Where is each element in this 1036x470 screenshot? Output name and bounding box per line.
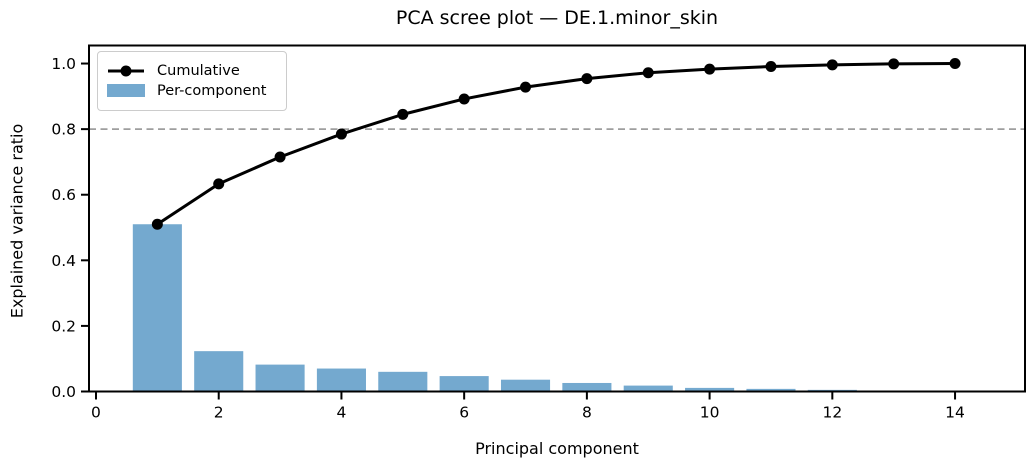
legend: Cumulative Per-component bbox=[97, 51, 287, 111]
x-tick-label: 0 bbox=[91, 404, 101, 422]
y-tick-label: 0.8 bbox=[51, 121, 76, 139]
bar-component-11 bbox=[746, 388, 796, 392]
legend-label-cumulative: Cumulative bbox=[157, 63, 240, 79]
bar-component-8 bbox=[562, 382, 612, 392]
data-point-marker-7 bbox=[520, 81, 532, 93]
bar-component-3 bbox=[255, 364, 305, 392]
data-point-marker-6 bbox=[458, 93, 470, 105]
legend-item-per-component: Per-component bbox=[107, 82, 286, 99]
y-tick-label: 0.6 bbox=[51, 186, 76, 204]
bar-component-5 bbox=[378, 371, 428, 392]
x-tick-label: 2 bbox=[214, 404, 224, 422]
cumulative-line bbox=[156, 62, 956, 226]
y-tick-label: 0.2 bbox=[51, 317, 76, 335]
legend-line-marker-sample bbox=[108, 65, 144, 77]
plot-border bbox=[88, 44, 1026, 393]
x-tick-label: 4 bbox=[337, 404, 347, 422]
x-tick-label: 10 bbox=[700, 404, 720, 422]
data-point-marker-5 bbox=[397, 108, 409, 120]
legend-patch-per-component bbox=[107, 84, 145, 98]
x-tick-label: 8 bbox=[582, 404, 592, 422]
data-point-marker-2 bbox=[213, 178, 225, 190]
data-point-marker-11 bbox=[765, 60, 777, 72]
data-point-marker-10 bbox=[704, 63, 716, 75]
x-axis-label: Principal component bbox=[475, 439, 639, 458]
bar-component-6 bbox=[439, 376, 489, 392]
circle-marker-icon bbox=[120, 65, 132, 77]
y-tick-label: 0.4 bbox=[51, 252, 76, 270]
data-point-marker-9 bbox=[642, 67, 654, 79]
x-tick-label: 6 bbox=[459, 404, 469, 422]
y-tick-label: 1.0 bbox=[51, 55, 76, 73]
legend-item-cumulative: Cumulative bbox=[107, 64, 286, 79]
bar-component-4 bbox=[316, 368, 366, 392]
chart-title: PCA scree plot — DE.1.minor_skin bbox=[395, 7, 719, 29]
data-point-marker-8 bbox=[581, 73, 593, 85]
bar-component-2 bbox=[194, 351, 244, 392]
y-tick-label: 0.0 bbox=[51, 383, 76, 401]
data-point-marker-12 bbox=[826, 59, 838, 71]
data-point-marker-3 bbox=[274, 151, 286, 163]
bar-component-1 bbox=[132, 224, 182, 392]
x-tick-label: 12 bbox=[822, 404, 842, 422]
legend-label-per-component: Per-component bbox=[157, 82, 267, 99]
data-point-marker-13 bbox=[888, 58, 900, 70]
data-point-marker-4 bbox=[335, 128, 347, 140]
x-tick-label: 14 bbox=[945, 404, 965, 422]
data-point-marker-14 bbox=[949, 58, 961, 70]
bar-component-9 bbox=[623, 385, 673, 392]
bar-component-10 bbox=[685, 387, 735, 392]
data-point-marker-1 bbox=[151, 218, 163, 230]
bar-component-7 bbox=[500, 379, 551, 392]
